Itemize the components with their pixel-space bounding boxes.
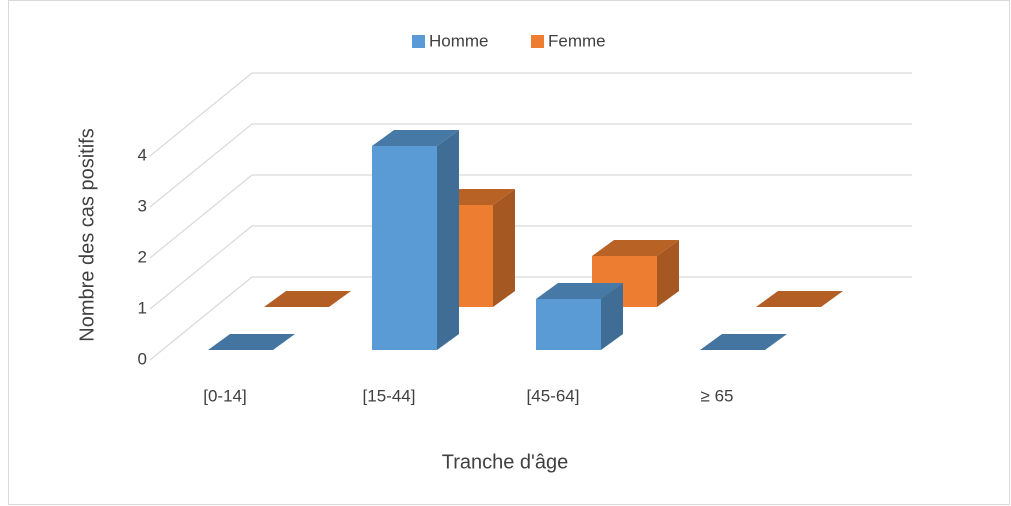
bar-top (592, 240, 679, 256)
legend-swatch (412, 35, 425, 48)
y-tick-label: 3 (138, 196, 147, 215)
x-tick-label: ≥ 65 (701, 386, 734, 405)
grid-line (149, 276, 912, 361)
bar-top (372, 130, 459, 146)
bar-side (657, 240, 679, 307)
grid-line (149, 174, 912, 259)
x-tick-label: [15-44] (363, 386, 416, 405)
y-tick-label: 4 (138, 145, 147, 164)
x-axis-label: Tranche d'âge (442, 451, 569, 473)
bar (208, 334, 295, 350)
grid-line (149, 225, 912, 310)
bar-side (493, 189, 515, 307)
y-tick-label: 2 (138, 247, 147, 266)
bar (536, 299, 601, 350)
grid-line (149, 72, 912, 157)
legend-swatch (531, 35, 544, 48)
y-axis-label: Nombre des cas positifs (76, 128, 98, 341)
bar-side (601, 283, 623, 350)
y-tick-label: 1 (138, 298, 147, 317)
bar (700, 334, 787, 350)
y-tick-label: 0 (138, 349, 147, 368)
bar-side (437, 130, 459, 350)
x-tick-label: [45-64] (527, 386, 580, 405)
legend-label: Femme (548, 31, 606, 50)
bar-top (536, 283, 623, 299)
bar (264, 291, 351, 307)
bar (756, 291, 843, 307)
grid-line (149, 123, 912, 208)
bar (372, 146, 437, 350)
legend-label: Homme (429, 31, 489, 50)
x-tick-label: [0-14] (203, 386, 246, 405)
